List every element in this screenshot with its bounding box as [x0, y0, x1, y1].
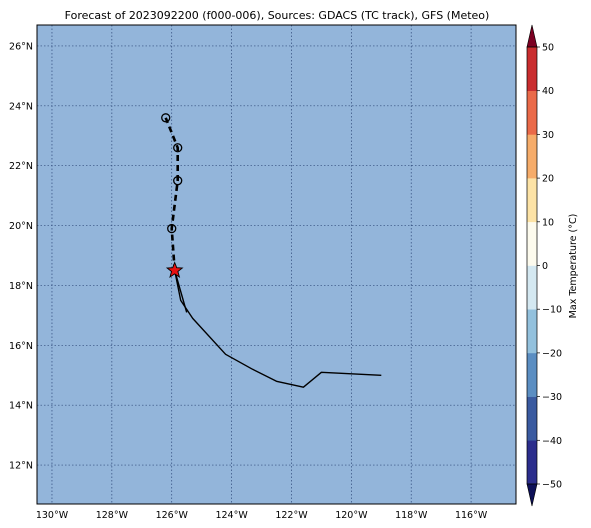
storm-track	[161, 113, 382, 388]
lat-tick-label: 12°N	[9, 461, 33, 472]
colorbar-bin	[527, 440, 537, 485]
colorbar-tick-label: 30	[542, 130, 554, 141]
colorbar-tick-label: 0	[542, 261, 548, 272]
colorbar-tick-label: 50	[542, 43, 554, 54]
lon-tick-label: 118°W	[395, 510, 428, 521]
forecast-position-marker	[173, 176, 183, 186]
colorbar-tick-label: −50	[542, 480, 562, 491]
lon-tick-label: 116°W	[455, 510, 488, 521]
map-panel: 130°W 128°W 126°W 124°W 122°W 120°W 118°W 116°W…	[9, 24, 517, 521]
colorbar-bin	[527, 90, 537, 135]
colorbar-tick-label: −40	[542, 436, 562, 447]
axis-ticks: 130°W 128°W 126°W 124°W 122°W 120°W 118°W 116°W…	[9, 41, 488, 521]
colorbar-bin	[527, 221, 537, 266]
colorbar-tick-label: 20	[542, 174, 554, 185]
colorbar-bin	[527, 352, 537, 397]
forecast-position-marker	[161, 113, 171, 123]
colorbar-tick-label: −30	[542, 392, 562, 403]
lon-tick-label: 126°W	[156, 510, 189, 521]
lat-tick-label: 22°N	[9, 161, 33, 172]
lon-tick-label: 128°W	[96, 510, 129, 521]
lat-tick-label: 20°N	[9, 221, 33, 232]
colorbar-over-extend	[526, 24, 538, 48]
lon-tick-label: 120°W	[335, 510, 368, 521]
lat-tick-label: 24°N	[9, 101, 33, 112]
map-frame	[36, 24, 517, 505]
graticule	[37, 25, 516, 504]
ocean-background	[37, 25, 516, 504]
lon-tick-label: 124°W	[215, 510, 248, 521]
lon-tick-label: 122°W	[275, 510, 308, 521]
colorbar-tick-label: −10	[542, 305, 562, 316]
lat-tick-label: 16°N	[9, 341, 33, 352]
lon-tick-label: 130°W	[36, 510, 69, 521]
colorbar-tick-label: −20	[542, 348, 562, 359]
colorbar-bin	[527, 265, 537, 310]
forecast-track-line	[164, 117, 179, 271]
past-track-tail	[174, 270, 188, 313]
colorbar-bin	[527, 396, 537, 441]
colorbar-tick-label: 40	[542, 86, 554, 97]
colorbar: −50 −40 −30 −20 −10 0 10 20 30 40 50	[526, 24, 562, 507]
colorbar-tick-label: 10	[542, 217, 554, 228]
colorbar-bin	[527, 309, 537, 354]
colorbar-bin	[527, 47, 537, 91]
forecast-position-marker	[167, 223, 177, 234]
chart-title: Forecast of 2023092200 (f000-006), Sourc…	[65, 9, 490, 22]
lat-tick-label: 26°N	[9, 41, 33, 52]
colorbar-label: Max Temperature (°C)	[568, 214, 579, 319]
colorbar-bin	[527, 178, 537, 223]
current-position-star	[165, 261, 184, 279]
colorbar-under-extend	[526, 483, 538, 507]
colorbar-bin	[527, 134, 537, 179]
forecast-position-marker	[173, 143, 183, 153]
lat-tick-label: 18°N	[9, 281, 33, 292]
lat-tick-label: 14°N	[9, 401, 33, 412]
